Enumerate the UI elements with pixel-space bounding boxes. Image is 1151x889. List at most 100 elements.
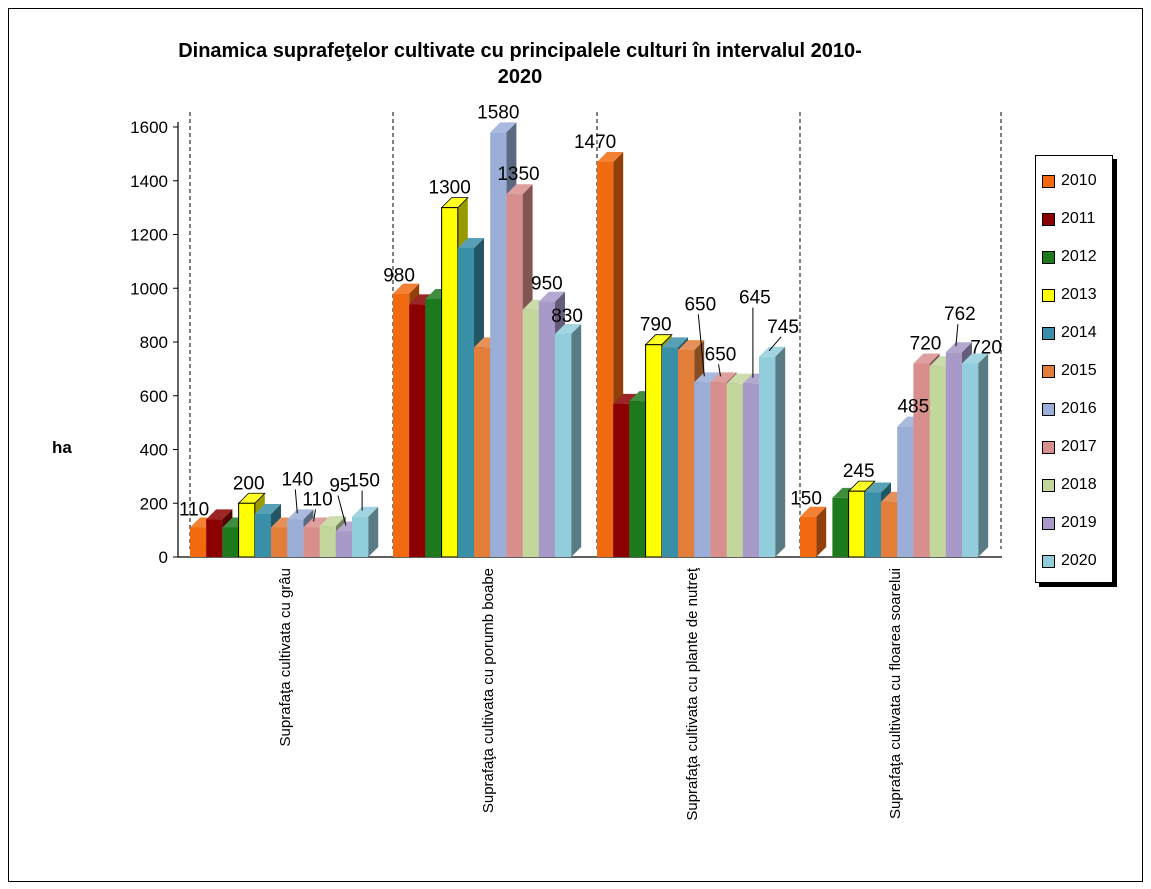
bar-top [678, 340, 705, 351]
bar-front [238, 502, 256, 558]
legend-label: 2014 [1061, 324, 1097, 341]
bar-front [222, 527, 239, 557]
legend-swatch [1042, 326, 1055, 340]
legend-swatch [1042, 478, 1055, 492]
bar-front [629, 401, 646, 557]
data-label: 790 [640, 315, 672, 336]
bar-top [352, 506, 379, 517]
legend-item: 2013 [1042, 282, 1097, 308]
bar-top [945, 342, 972, 353]
x-category-label: Suprafaţa cultivata cu plante de nutreţ [684, 567, 701, 820]
bar-front [335, 531, 352, 557]
chart-title-line-2: 2020 [497, 66, 543, 88]
bar-front [945, 352, 962, 557]
bar-top [457, 237, 484, 248]
bar-front [864, 492, 881, 557]
data-label-leader [955, 324, 959, 347]
data-label: 745 [767, 317, 799, 338]
data-label: 1470 [574, 132, 616, 153]
bar-front [506, 194, 523, 557]
data-label: 830 [551, 306, 583, 327]
y-tick-label: 400 [140, 441, 168, 460]
legend-label: 2018 [1061, 476, 1097, 493]
bar-front [710, 382, 727, 557]
bar-top [287, 509, 314, 520]
data-label: 1300 [429, 178, 471, 199]
bar-top [759, 346, 786, 357]
data-label: 95 [329, 475, 350, 496]
y-tick-label: 800 [140, 333, 168, 352]
legend-item: 2019 [1042, 510, 1097, 536]
data-label: 245 [843, 461, 875, 482]
y-tick-label: 1000 [130, 279, 168, 298]
data-label: 150 [790, 489, 822, 510]
legend-swatch [1042, 250, 1055, 264]
bar-front [726, 383, 743, 557]
bar-top [319, 516, 346, 527]
bar-side [571, 323, 582, 557]
bar-front [678, 350, 695, 557]
data-label-leader [697, 314, 705, 377]
legend-swatch [1042, 440, 1055, 454]
legend-label: 2017 [1061, 438, 1097, 455]
bar-front [832, 497, 849, 557]
legend-label: 2012 [1061, 248, 1097, 265]
x-category-label: Suprafaţa cultivata cu porumb boabe [480, 568, 497, 813]
legend-swatch [1042, 212, 1055, 226]
bar-front [190, 527, 207, 557]
data-label: 150 [348, 471, 380, 492]
bar-front [555, 333, 572, 557]
y-tick-label: 1600 [130, 118, 168, 137]
legend-label: 2015 [1061, 362, 1097, 379]
bar-side [816, 506, 827, 557]
bar [352, 506, 379, 557]
bar-top [661, 337, 688, 348]
bar-top [490, 122, 517, 133]
bar-top [800, 506, 827, 517]
legend-label: 2019 [1061, 514, 1097, 531]
bar-front [759, 356, 776, 557]
bar-top [726, 373, 753, 384]
data-label: 650 [684, 294, 716, 315]
bar-front [661, 347, 678, 557]
legend-label: 2011 [1061, 210, 1096, 227]
chart-title-line-1: Dinamica suprafeţelor cultivate cu princ… [178, 40, 862, 62]
bar-front [962, 363, 979, 557]
data-label: 720 [910, 334, 942, 355]
bar-front [352, 516, 369, 557]
bar-front [287, 519, 304, 557]
legend-item: 2015 [1042, 358, 1097, 384]
bar-top [393, 283, 420, 294]
bar-front [613, 403, 630, 557]
data-label-leader [768, 336, 782, 352]
bar-front [271, 527, 288, 557]
bar-front [800, 516, 817, 557]
x-category-label: Suprafaţa cultivata cu floarea soarelui [887, 568, 904, 819]
bar [800, 506, 827, 557]
y-axis-label: ha [52, 438, 72, 457]
bar-front [303, 527, 320, 557]
data-label: 1580 [477, 102, 519, 123]
bar-top [913, 353, 940, 364]
legend-swatch [1042, 402, 1055, 416]
legend-swatch [1042, 288, 1055, 302]
x-category-label: Suprafaţa cultivata cu grâu [277, 568, 294, 746]
bar-front [929, 366, 946, 557]
data-label: 485 [897, 397, 929, 418]
legend-label: 2020 [1061, 552, 1097, 569]
bar-top [710, 372, 737, 383]
data-label: 950 [531, 274, 563, 295]
bar-top [206, 509, 233, 520]
bar-front [457, 247, 474, 557]
bar-top [864, 482, 891, 493]
data-label-leader [313, 509, 316, 522]
data-label: 645 [739, 288, 771, 309]
data-label: 762 [944, 304, 976, 325]
bar-top [694, 372, 721, 383]
bar-front [474, 347, 491, 557]
bar-front [409, 304, 426, 557]
data-label-leader [718, 364, 721, 377]
bar-front [694, 382, 711, 557]
bar-top [254, 504, 281, 514]
